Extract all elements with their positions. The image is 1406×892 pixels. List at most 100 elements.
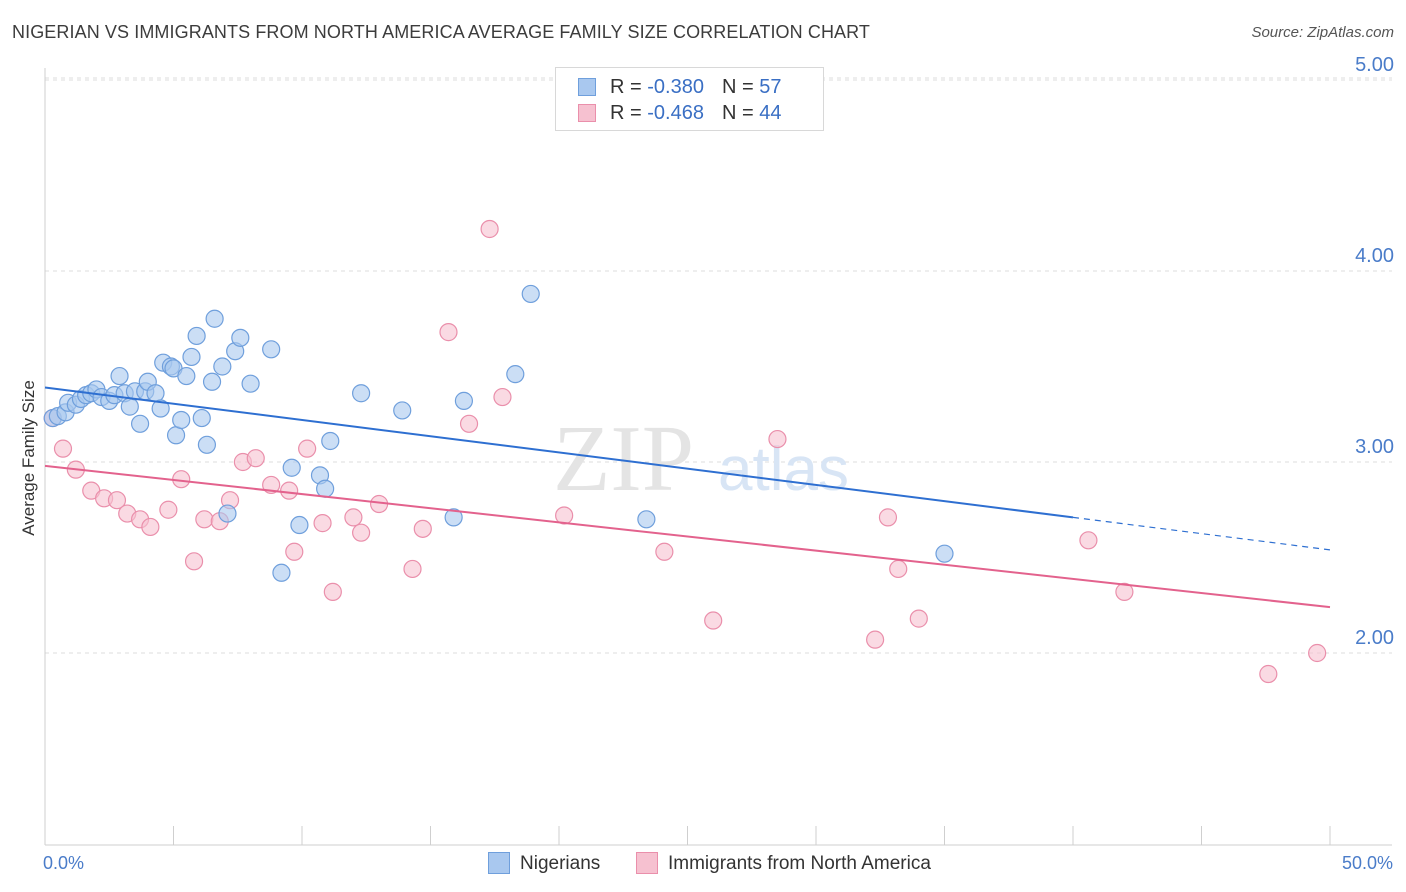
immigrant-point [280,481,299,500]
nigerian-point [110,366,129,386]
nigerian-point [352,384,371,403]
immigrant-point [909,609,928,628]
immigrant-point [195,510,214,529]
immigrant-point [768,429,787,449]
nigerian-point [218,504,237,523]
immigrant-point [493,387,512,407]
y-axis-label: Average Family Size [19,380,38,536]
nigerian-point [130,414,150,433]
nigerian-point [241,374,260,393]
nigerian-point [120,397,139,416]
immigrant-point [352,523,371,542]
nigerian-point [205,309,224,328]
watermark: ZIP atlas [553,407,849,511]
legend-swatch-immigrants [636,852,658,874]
legend-swatch-nigerians [488,852,510,874]
immigrant-point [159,500,178,519]
immigrant-point [1259,664,1278,684]
data-points [43,219,1327,684]
nigerian-point [272,563,291,582]
legend-r-value: -0.380 [647,76,704,98]
immigrant-point [878,508,898,527]
legend-label-immigrants: Immigrants from North America [668,853,931,874]
immigrant-point [459,414,479,433]
legend-swatch-blue [578,78,596,96]
immigrant-point [323,582,342,601]
trend-line-nigerians-extension [1072,516,1331,551]
y-tick-label: 2.00 [1355,627,1394,649]
nigerian-point [393,401,412,420]
axes: 0.0% 50.0% [43,68,1393,873]
legend-item-immigrants: Immigrants from North America [636,852,931,875]
immigrant-point [344,508,363,527]
chart-title: NIGERIAN VS IMMIGRANTS FROM NORTH AMERIC… [12,22,871,42]
nigerian-point [166,426,186,445]
immigrant-point [866,630,885,649]
legend-n-label: N = [721,102,760,124]
immigrant-point [704,611,723,630]
nigerian-point [202,372,222,391]
immigrant-point [53,439,73,458]
nigerian-point [213,357,232,376]
nigerian-point [637,510,656,529]
y-tick-label: 5.00 [1355,54,1394,76]
nigerian-point [454,391,474,410]
stats-legend-row-nigerians: R = -0.380 N = 57 [578,76,781,100]
nigerian-point [192,408,211,428]
nigerian-point [521,284,540,304]
legend-r-label: R = [610,102,648,124]
immigrant-point [246,449,265,468]
nigerian-point [177,366,196,386]
immigrant-point [413,519,432,538]
immigrant-point [141,517,160,537]
immigrant-point [313,514,332,533]
watermark-atlas: atlas [718,435,849,504]
x-tick-label: 0.0% [43,853,84,873]
source-credit: Source: ZipAtlas.com [1251,24,1394,41]
immigrant-point [439,323,458,342]
immigrant-point [184,552,204,571]
immigrant-point [298,439,317,458]
nigerian-point [151,399,170,418]
trend-line-immigrants [44,464,1331,609]
stats-legend: R = -0.380 N = 57 R = -0.468 N = 44 [555,67,824,131]
legend-r-label: R = [610,76,648,98]
y-tick-label: 4.00 [1355,245,1394,267]
legend-swatch-pink [578,104,596,122]
grid-lines: 2.00 3.00 4.00 5.00 [45,54,1394,654]
legend-n-value: 44 [759,102,782,124]
nigerian-point [146,384,165,403]
nigerian-point [187,326,206,346]
immigrant-point [1115,582,1134,601]
nigerian-point [197,435,217,454]
nigerian-point [172,410,191,430]
immigrant-point [403,559,422,579]
trend-line-nigerians [44,386,1074,519]
nigerian-point [290,515,309,535]
legend-n-label: N = [721,76,760,98]
y-tick-label: 3.00 [1355,436,1394,458]
immigrant-point [480,219,499,239]
nigerian-point [262,340,281,359]
immigrant-point [285,542,304,561]
legend-r-value: -0.468 [647,102,704,124]
stats-legend-row-immigrants: R = -0.468 N = 44 [578,102,781,126]
legend-label-nigerians: Nigerians [520,853,601,874]
nigerian-point [506,365,525,384]
nigerian-point [444,508,463,527]
immigrant-point [262,475,281,495]
immigrant-point [107,491,127,510]
trend-lines [44,386,1331,609]
nigerian-point [316,479,335,498]
legend-item-nigerians: Nigerians [488,852,600,875]
immigrant-point [1079,531,1098,550]
nigerian-point [182,347,201,367]
nigerian-point [282,458,301,477]
watermark-zip: ZIP [553,407,694,511]
x-tick-label: 50.0% [1342,853,1393,873]
legend-n-value: 57 [759,76,782,98]
nigerian-point [231,328,250,347]
immigrant-point [555,506,574,525]
immigrant-point [655,542,674,561]
